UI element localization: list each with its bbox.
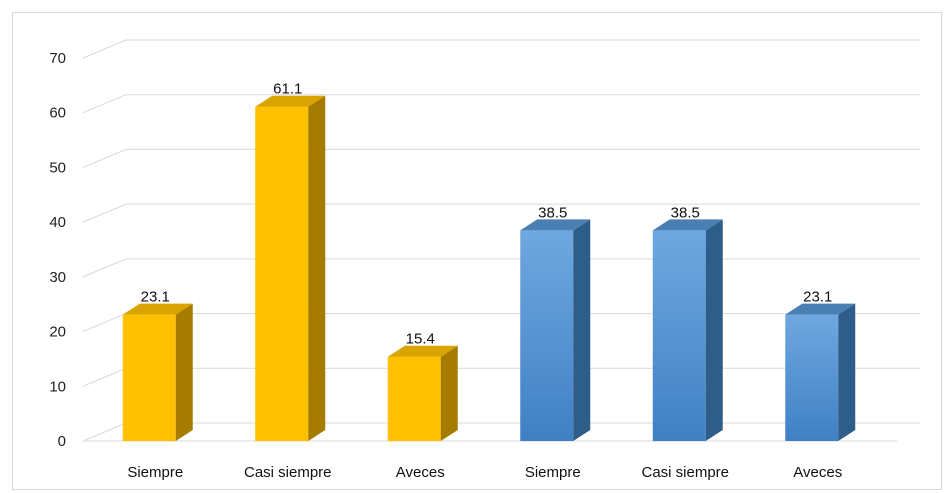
- y-tick-label: 20: [49, 324, 66, 341]
- bar-top: [387, 345, 458, 357]
- x-tick-label: Aveces: [793, 464, 842, 481]
- data-label: 38.5: [671, 204, 700, 221]
- bar-top: [520, 219, 591, 231]
- bar-top: [255, 95, 326, 107]
- x-tick-label: Casi siempre: [641, 464, 729, 481]
- x-tick-label: Siempre: [525, 464, 581, 481]
- gridline: [82, 148, 920, 168]
- x-tick-label: Siempre: [127, 464, 183, 481]
- bar-top: [652, 219, 723, 231]
- y-tick-label: 0: [58, 433, 66, 450]
- bar-side: [175, 303, 193, 441]
- bar: [652, 230, 706, 441]
- gridline: [82, 94, 920, 114]
- y-tick-label: 50: [49, 159, 66, 176]
- gridline: [82, 258, 920, 278]
- y-tick-label: 40: [49, 214, 66, 231]
- bar-top: [785, 303, 856, 315]
- bar-side: [838, 303, 856, 441]
- bar: [255, 106, 309, 442]
- y-tick-label: 10: [49, 378, 66, 395]
- data-label: 23.1: [141, 289, 170, 306]
- gridline: [82, 203, 920, 223]
- bar: [520, 230, 574, 441]
- bar: [387, 356, 441, 441]
- data-label: 23.1: [803, 289, 832, 306]
- gridline: [82, 39, 920, 59]
- data-label: 38.5: [538, 204, 567, 221]
- bar-side: [308, 95, 326, 442]
- y-tick-label: 60: [49, 105, 66, 122]
- bar: [785, 314, 839, 441]
- y-tick-label: 30: [49, 269, 66, 286]
- bar: [122, 314, 176, 441]
- x-tick-label: Aveces: [396, 464, 445, 481]
- data-label: 15.4: [406, 331, 435, 348]
- bar-side: [573, 219, 591, 441]
- bar-side: [705, 219, 723, 441]
- y-tick-label: 70: [49, 50, 66, 67]
- data-label: 61.1: [273, 81, 302, 98]
- bar-top: [122, 303, 193, 315]
- x-tick-label: Casi siempre: [244, 464, 332, 481]
- bar-side: [440, 345, 458, 441]
